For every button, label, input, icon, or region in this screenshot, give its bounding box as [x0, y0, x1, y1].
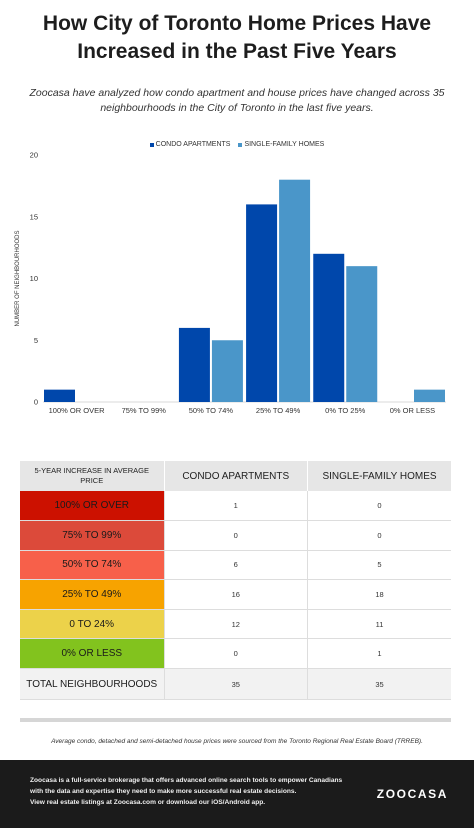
range-label: 50% TO 74%: [20, 550, 165, 581]
divider: [20, 718, 451, 722]
range-label: 100% OR OVER: [20, 491, 165, 522]
bar-condo: [44, 389, 75, 402]
table-row: 75% TO 99% 0 0: [20, 520, 451, 551]
table-header-house: SINGLE-FAMILY HOMES: [307, 461, 451, 491]
table-row: 100% OR OVER 1 0: [20, 491, 451, 522]
x-tick-label: 75% TO 99%: [122, 406, 167, 415]
footer-line-3: View real estate listings at Zoocasa.com…: [30, 799, 266, 806]
bar-condo: [246, 204, 278, 402]
legend-swatch-house: [238, 142, 243, 147]
bar-house: [414, 389, 445, 402]
y-tick-label: 0: [34, 398, 38, 407]
footer-line-2: with the data and expertise they need to…: [30, 788, 297, 795]
house-count: 0: [307, 491, 451, 522]
y-tick-label: 15: [30, 212, 38, 221]
chart-title: How City of Toronto Home Prices Have Inc…: [42, 12, 432, 63]
legend-label-condo: CONDO APARTMENTS: [155, 141, 231, 148]
table-header-row: 5-YEAR INCREASE IN AVERAGE PRICE CONDO A…: [20, 461, 451, 491]
bar-condo: [313, 253, 345, 402]
chart-subtitle: Zoocasa have analyzed how condo apartmen…: [29, 87, 445, 114]
house-count: 1: [307, 638, 451, 670]
condo-count: 0: [164, 520, 308, 551]
house-count: 11: [307, 609, 451, 640]
y-tick-label: 10: [30, 274, 38, 283]
y-axis-title: NUMBER OF NEIGHBOURHOODS: [15, 230, 21, 326]
total-house: 35: [307, 668, 451, 701]
bar-house: [211, 340, 243, 402]
chart-legend: CONDO APARTMENTS SINGLE-FAMILY HOMES: [0, 141, 474, 149]
bar-house: [279, 179, 311, 402]
footer-line-1: Zoocasa is a full-service brokerage that…: [30, 777, 343, 784]
price-increase-table: 5-YEAR INCREASE IN AVERAGE PRICE CONDO A…: [20, 461, 451, 701]
table-header-range: 5-YEAR INCREASE IN AVERAGE PRICE: [20, 461, 165, 491]
legend-item-condo: CONDO APARTMENTS: [149, 141, 231, 148]
source-note: Average condo, detached and semi-detache…: [51, 738, 423, 745]
table-row: 0% OR LESS 0 1: [20, 638, 451, 670]
condo-count: 12: [164, 609, 308, 640]
x-tick-label: 25% TO 49%: [256, 406, 301, 415]
bar-chart: NUMBER OF NEIGHBOURHOODS 0 5 10 15 20 100% OR …: [15, 151, 446, 415]
range-label: 25% TO 49%: [20, 579, 165, 610]
table-total-row: TOTAL NEIGHBOURHOODS 35 35: [20, 668, 451, 701]
house-count: 5: [307, 550, 451, 581]
house-count: 0: [307, 520, 451, 551]
y-tick-label: 20: [30, 151, 38, 160]
legend-label-house: SINGLE-FAMILY HOMES: [244, 141, 325, 148]
x-tick-label: 100% OR OVER: [49, 406, 105, 415]
footer-text: Zoocasa is a full-service brokerage that…: [30, 775, 360, 808]
table-row: 0 TO 24% 12 11: [20, 609, 451, 640]
y-tick-label: 5: [34, 336, 38, 345]
x-tick-label: 0% TO 25%: [325, 406, 365, 415]
range-label: 0 TO 24%: [20, 609, 165, 640]
table-header-condo: CONDO APARTMENTS: [164, 461, 308, 491]
condo-count: 0: [164, 638, 308, 670]
range-label: 0% OR LESS: [20, 638, 165, 670]
legend-swatch-condo: [149, 142, 154, 147]
bar-condo: [178, 327, 210, 402]
zoocasa-logo: ZOOCASA: [376, 787, 448, 801]
range-label: 75% TO 99%: [20, 520, 165, 551]
footer: Zoocasa is a full-service brokerage that…: [0, 760, 474, 828]
x-tick-label: 0% OR LESS: [390, 406, 435, 415]
condo-count: 16: [164, 579, 308, 610]
total-condo: 35: [164, 668, 308, 701]
house-count: 18: [307, 579, 451, 610]
legend-item-house: SINGLE-FAMILY HOMES: [238, 141, 324, 148]
bar-house: [346, 266, 378, 402]
table-row: 25% TO 49% 16 18: [20, 579, 451, 610]
condo-count: 6: [164, 550, 308, 581]
total-label: TOTAL NEIGHBOURHOODS: [20, 668, 165, 701]
x-tick-label: 50% TO 74%: [189, 406, 234, 415]
table-row: 50% TO 74% 6 5: [20, 550, 451, 581]
condo-count: 1: [164, 491, 308, 522]
